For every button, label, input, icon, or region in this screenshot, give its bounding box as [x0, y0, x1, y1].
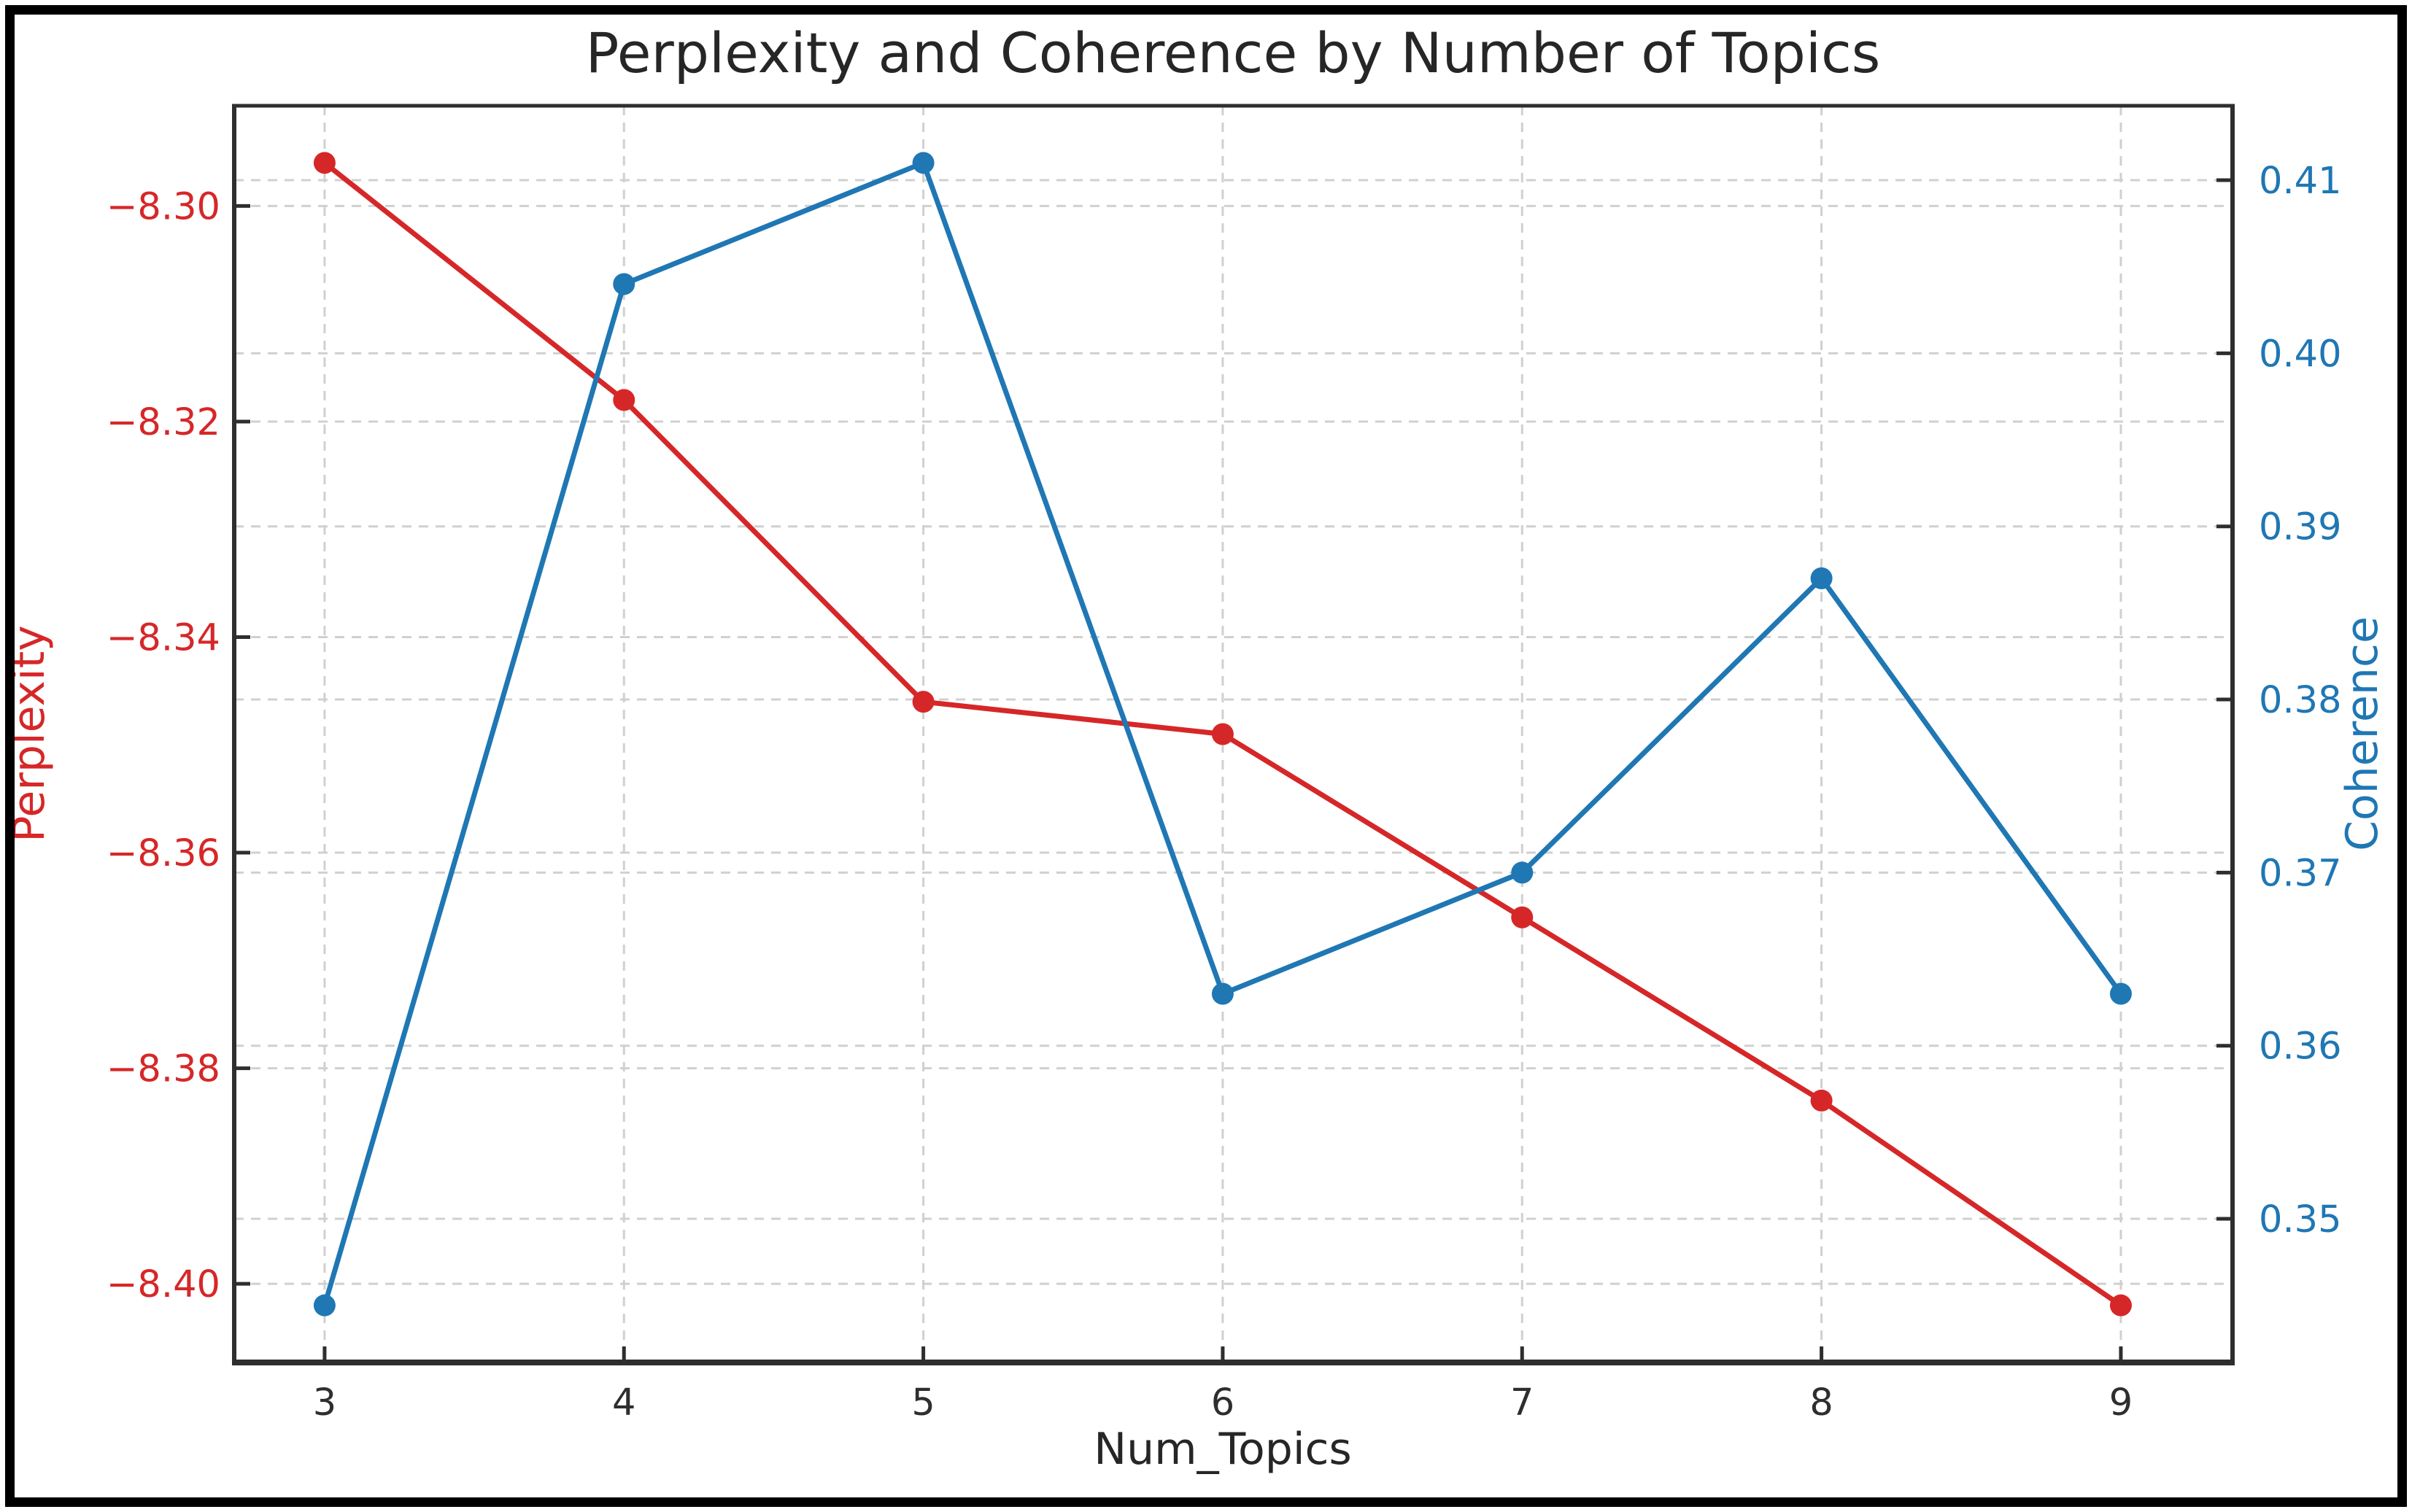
- left-tick-label: −8.32: [107, 401, 220, 444]
- x-tick-label: 4: [612, 1381, 635, 1424]
- data-point-perplexity-x6: [1211, 723, 1234, 745]
- x-tick-label: 6: [1211, 1381, 1234, 1424]
- data-point-coherence-x5: [912, 152, 935, 174]
- right-tick-label: 0.40: [2259, 333, 2342, 376]
- x-tick-label: 7: [1510, 1381, 1534, 1424]
- data-point-perplexity-x3: [313, 152, 336, 174]
- data-point-perplexity-x7: [1511, 906, 1534, 928]
- right-tick-label: 0.37: [2259, 852, 2342, 895]
- x-tick-label: 9: [2109, 1381, 2133, 1424]
- left-tick-label: −8.34: [107, 617, 220, 660]
- data-point-perplexity-x4: [613, 389, 635, 411]
- data-point-perplexity-x5: [912, 691, 935, 713]
- right-tick-label: 0.38: [2259, 679, 2342, 722]
- left-tick-label: −8.40: [107, 1263, 220, 1306]
- data-point-coherence-x8: [1810, 567, 1833, 589]
- right-tick-label: 0.41: [2259, 160, 2342, 203]
- figure-border: [5, 5, 2407, 1507]
- data-point-coherence-x3: [313, 1294, 336, 1317]
- x-tick-label: 8: [1809, 1381, 1833, 1424]
- data-point-coherence-x7: [1511, 861, 1534, 884]
- x-axis-label: Num_Topics: [1094, 1424, 1352, 1475]
- left-tick-label: −8.30: [107, 185, 220, 228]
- data-point-coherence-x4: [613, 273, 635, 295]
- right-tick-label: 0.39: [2259, 506, 2342, 549]
- data-point-perplexity-x9: [2109, 1294, 2132, 1317]
- chart-title: Perplexity and Coherence by Number of To…: [585, 20, 1881, 85]
- x-tick-label: 5: [911, 1381, 935, 1424]
- x-tick-label: 3: [313, 1381, 336, 1424]
- left-tick-label: −8.36: [107, 832, 220, 875]
- right-tick-label: 0.35: [2259, 1198, 2342, 1241]
- left-tick-label: −8.38: [107, 1048, 220, 1091]
- data-point-perplexity-x8: [1810, 1089, 1833, 1112]
- right-tick-label: 0.36: [2259, 1026, 2342, 1069]
- data-point-coherence-x9: [2109, 982, 2132, 1005]
- data-point-coherence-x6: [1211, 982, 1234, 1005]
